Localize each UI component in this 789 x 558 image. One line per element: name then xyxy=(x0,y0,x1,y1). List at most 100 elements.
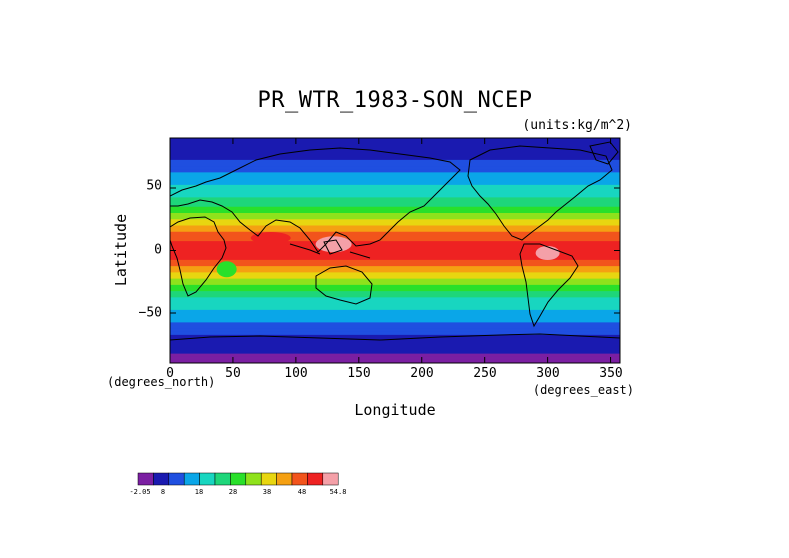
x-tick-label: 150 xyxy=(347,366,371,381)
colorbar-label: 8 xyxy=(160,488,166,496)
field-band xyxy=(170,188,620,192)
field-band xyxy=(170,344,620,348)
x-axis-units: (degrees_east) xyxy=(532,383,634,397)
field-band xyxy=(170,144,620,148)
field-band xyxy=(170,156,620,161)
field-anomaly xyxy=(315,236,352,253)
coastline-antarctica xyxy=(170,333,620,341)
field-band xyxy=(170,178,620,183)
colorbar-label: 48 xyxy=(297,488,307,496)
field-band xyxy=(170,181,620,186)
field-band xyxy=(170,213,620,217)
field-anomaly xyxy=(250,232,291,244)
colorbar-swatch xyxy=(168,472,185,486)
field-band xyxy=(170,209,620,214)
field-anomaly xyxy=(216,261,237,278)
field-band xyxy=(170,338,620,342)
field-band xyxy=(170,306,620,311)
map-title: PR_WTR_1983-SON_NCEP xyxy=(257,88,533,113)
field-band xyxy=(170,253,620,258)
colorbar-swatch xyxy=(307,472,324,486)
field-band xyxy=(170,309,620,314)
colorbar-label: 38 xyxy=(262,488,272,496)
precipitable-water-field xyxy=(170,138,620,363)
field-band xyxy=(170,247,620,251)
colorbar-swatch xyxy=(276,472,293,486)
coastline-australia xyxy=(315,265,373,305)
field-band xyxy=(170,325,620,330)
field-band xyxy=(170,197,620,201)
field-band xyxy=(170,222,620,226)
field-band xyxy=(170,322,620,326)
field-band xyxy=(170,356,620,361)
field-band xyxy=(170,250,620,255)
field-band xyxy=(170,328,620,333)
x-axis-label: Longitude xyxy=(354,401,436,419)
field-band xyxy=(170,278,620,283)
field-band xyxy=(170,263,620,267)
field-band xyxy=(170,350,620,355)
field-band xyxy=(170,259,620,264)
colorbar-label: 54.8 xyxy=(329,488,347,496)
field-band xyxy=(170,341,620,345)
coastline-indonesia xyxy=(289,239,371,259)
colorbar-swatch xyxy=(291,472,308,486)
field-band xyxy=(170,353,620,358)
field-band xyxy=(170,284,620,289)
field-band xyxy=(170,347,620,351)
field-band xyxy=(170,266,620,270)
coastline-north-america xyxy=(467,145,613,241)
colorbar-swatch xyxy=(199,472,216,486)
field-band xyxy=(170,163,620,167)
field-band xyxy=(170,269,620,273)
field-band xyxy=(170,153,620,158)
field-band xyxy=(170,331,620,336)
field-band xyxy=(170,184,620,189)
field-band xyxy=(170,138,620,142)
field-band xyxy=(170,150,620,155)
colorbar-swatch xyxy=(214,472,231,486)
field-band xyxy=(170,175,620,180)
y-tick-label: 50 xyxy=(146,178,162,194)
field-band xyxy=(170,334,620,339)
field-band xyxy=(170,159,620,164)
units-label: (units:kg/m^2) xyxy=(522,118,632,133)
field-band xyxy=(170,275,620,280)
x-tick-label: 300 xyxy=(536,366,560,381)
field-band xyxy=(170,194,620,198)
colorbar-label: -2.05 xyxy=(129,488,151,496)
colorbar-label: 18 xyxy=(194,488,204,496)
x-tick-label: 250 xyxy=(473,366,497,381)
field-band xyxy=(170,225,620,230)
y-tick-label: −50 xyxy=(138,305,162,321)
field-band xyxy=(170,166,620,170)
x-tick-label: 0 xyxy=(166,366,174,381)
field-band xyxy=(170,359,620,363)
field-anomaly xyxy=(535,246,560,260)
field-band xyxy=(170,234,620,239)
colorbar-label: 28 xyxy=(228,488,238,496)
field-band xyxy=(170,203,620,208)
x-tick-label: 50 xyxy=(225,366,241,381)
field-band xyxy=(170,300,620,305)
field-band xyxy=(170,288,620,292)
field-band xyxy=(170,147,620,151)
field-band xyxy=(170,169,620,173)
field-band xyxy=(170,291,620,295)
colorbar xyxy=(137,472,339,486)
field-band xyxy=(170,216,620,220)
field-band xyxy=(170,294,620,298)
field-band xyxy=(170,313,620,317)
field-band xyxy=(170,256,620,261)
field-band xyxy=(170,244,620,248)
coastline-africa xyxy=(170,216,227,297)
coastline-greenland xyxy=(589,141,619,165)
axis-ticks xyxy=(169,138,620,363)
field-band xyxy=(170,319,620,323)
coastlines xyxy=(170,141,620,341)
colorbar-swatch xyxy=(260,472,277,486)
field-band xyxy=(170,297,620,301)
field-band xyxy=(170,141,620,145)
colorbar-swatch xyxy=(183,472,200,486)
field-band xyxy=(170,303,620,308)
